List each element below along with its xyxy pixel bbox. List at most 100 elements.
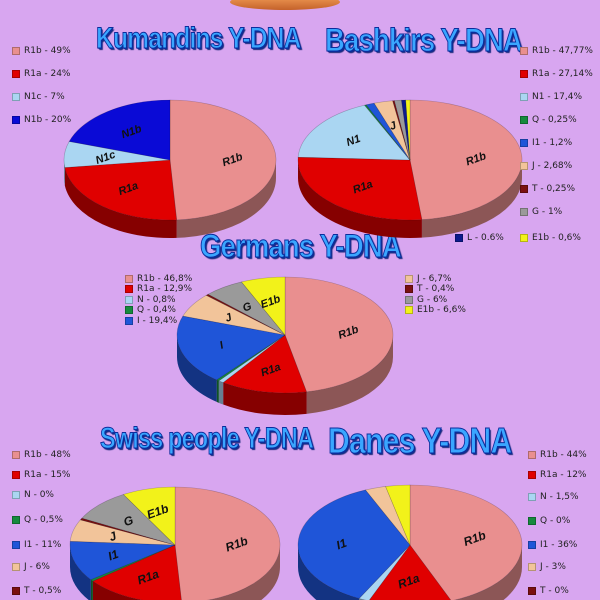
pie-2-slice-E1b — [240, 276, 286, 336]
legend-swatch — [12, 116, 20, 124]
legend-label: Q - 0% — [540, 516, 571, 526]
legend-swatch — [528, 587, 536, 595]
legend-label: R1b - 48% — [24, 450, 71, 460]
legend-1-item-1: R1a - 27,14% — [520, 69, 593, 79]
legend-swatch — [520, 234, 528, 242]
pie-1-slice-E1b — [405, 99, 411, 161]
pie-2-slice-R1a — [222, 334, 307, 394]
kumandins-title: Kumandins Y-DNA — [96, 22, 302, 56]
legend-2-item-2: N - 0,8% — [125, 295, 176, 305]
pie-2-wall-Q — [216, 379, 219, 403]
pie-4-slice-R1b — [409, 484, 523, 600]
legend-1-item-0: R1b - 47,77% — [520, 46, 593, 56]
legend-3-item-6: T - 0,5% — [12, 586, 61, 596]
pie-1-wall-R1a — [298, 160, 422, 239]
legend-swatch — [520, 116, 528, 124]
pie-3-slice-R1b — [174, 486, 281, 600]
pie-1-slice-J — [373, 100, 411, 161]
pie-1-slice-L — [401, 99, 411, 161]
legend-swatch — [520, 47, 528, 55]
legend-label: R1b - 46,8% — [137, 274, 193, 284]
legend-swatch — [12, 563, 20, 571]
legend-3-item-1: R1a - 15% — [12, 470, 70, 480]
legend-swatch — [405, 296, 413, 304]
pie-3-slice-Q — [90, 544, 176, 582]
legend-swatch — [528, 471, 536, 479]
legend-label: Q - 0,25% — [532, 115, 577, 125]
legend-swatch — [520, 185, 528, 193]
pie-2-slice-R1b — [284, 276, 394, 393]
legend-1-item-4: I1 - 1,2% — [520, 138, 572, 148]
legend-label: J - 2,68% — [532, 161, 573, 171]
legend-label: J - 6% — [24, 562, 50, 572]
pie-2-wall-I — [177, 335, 217, 402]
pie-3-wall-I1 — [70, 545, 91, 600]
legend-4-item-2: N - 1,5% — [528, 492, 579, 502]
legend-1-item-5: J - 2,68% — [520, 161, 572, 171]
legend-label: N - 0,8% — [137, 295, 176, 305]
legend-1-item-9: E1b - 0,6% — [520, 233, 581, 243]
top-decoration — [230, 0, 340, 10]
legend-label: R1b - 49% — [24, 46, 71, 56]
legend-label: T - 0,25% — [532, 184, 576, 194]
legend-label: T - 0,5% — [24, 586, 62, 596]
legend-swatch — [520, 139, 528, 147]
legend-0-item-0: R1b - 49% — [12, 46, 71, 56]
pie-2-wall-R1b — [306, 335, 393, 414]
pie-1-label-J: J — [388, 119, 399, 133]
bashkirs-title: Bashkirs Y-DNA — [325, 22, 524, 59]
pie-4-slice-I1 — [297, 489, 411, 599]
pie-1-label-N1: N1 — [345, 133, 362, 149]
legend-label: R1a - 12,9% — [137, 284, 193, 294]
legend-label: R1b - 47,77% — [532, 46, 593, 56]
legend-1-item-7: G - 1% — [520, 207, 562, 217]
legend-label: R1a - 24% — [24, 69, 71, 79]
pie-2-slice-G — [207, 281, 286, 336]
legend-label: N - 1,5% — [540, 492, 579, 502]
legend-swatch — [405, 275, 413, 283]
legend-swatch — [528, 451, 536, 459]
legend-1-item-2: N1 - 17,4% — [520, 92, 582, 102]
legend-0-item-2: N1c - 7% — [12, 92, 65, 102]
danes-title: Danes Y-DNA — [328, 420, 513, 462]
legend-swatch — [12, 93, 20, 101]
legend-0-item-1: R1a - 24% — [12, 69, 70, 79]
pie-3-slice-R1a — [92, 544, 182, 600]
legend-4-item-3: Q - 0% — [528, 516, 570, 526]
legend-swatch — [520, 208, 528, 216]
legend-label: G - 6% — [417, 295, 448, 305]
legend-label: J - 6,7% — [417, 274, 452, 284]
legend-2-item-4: I - 19,4% — [125, 316, 177, 326]
legend-swatch — [528, 517, 536, 525]
legend-4-item-1: R1a - 12% — [528, 470, 586, 480]
legend-swatch — [520, 70, 528, 78]
pie-3-wall-Q — [90, 579, 93, 600]
legend-label: R1a - 27,14% — [532, 69, 593, 79]
pie-2-slice-T — [205, 293, 286, 336]
pie-0-slice-N1c — [63, 141, 171, 168]
pie-1-slice-G — [394, 99, 411, 161]
legend-label: G - 1% — [532, 207, 563, 217]
legend-label: N1c - 7% — [24, 92, 65, 102]
pie-1-wall-R1b — [421, 160, 522, 238]
legend-2-item-5: J - 6,7% — [405, 274, 452, 284]
legend-3-item-2: N - 0% — [12, 490, 54, 500]
legend-swatch — [12, 587, 20, 595]
pie-2-slice-J — [182, 294, 286, 336]
pie-4-wall-R1b — [454, 545, 522, 600]
pie-1-slice-Q — [363, 104, 411, 161]
legend-swatch — [12, 541, 20, 549]
legend-1-item-6: T - 0,25% — [520, 184, 575, 194]
legend-label: Q - 0,4% — [137, 305, 176, 315]
legend-2-item-0: R1b - 46,8% — [125, 274, 192, 284]
pie-0-wall-R1a — [64, 167, 177, 238]
legend-3-item-3: Q - 0,5% — [12, 515, 63, 525]
legend-swatch — [12, 47, 20, 55]
legend-swatch — [125, 296, 133, 304]
legend-3-item-0: R1b - 48% — [12, 450, 71, 460]
legend-swatch — [12, 70, 20, 78]
pie-3-label-J: J — [107, 529, 118, 545]
